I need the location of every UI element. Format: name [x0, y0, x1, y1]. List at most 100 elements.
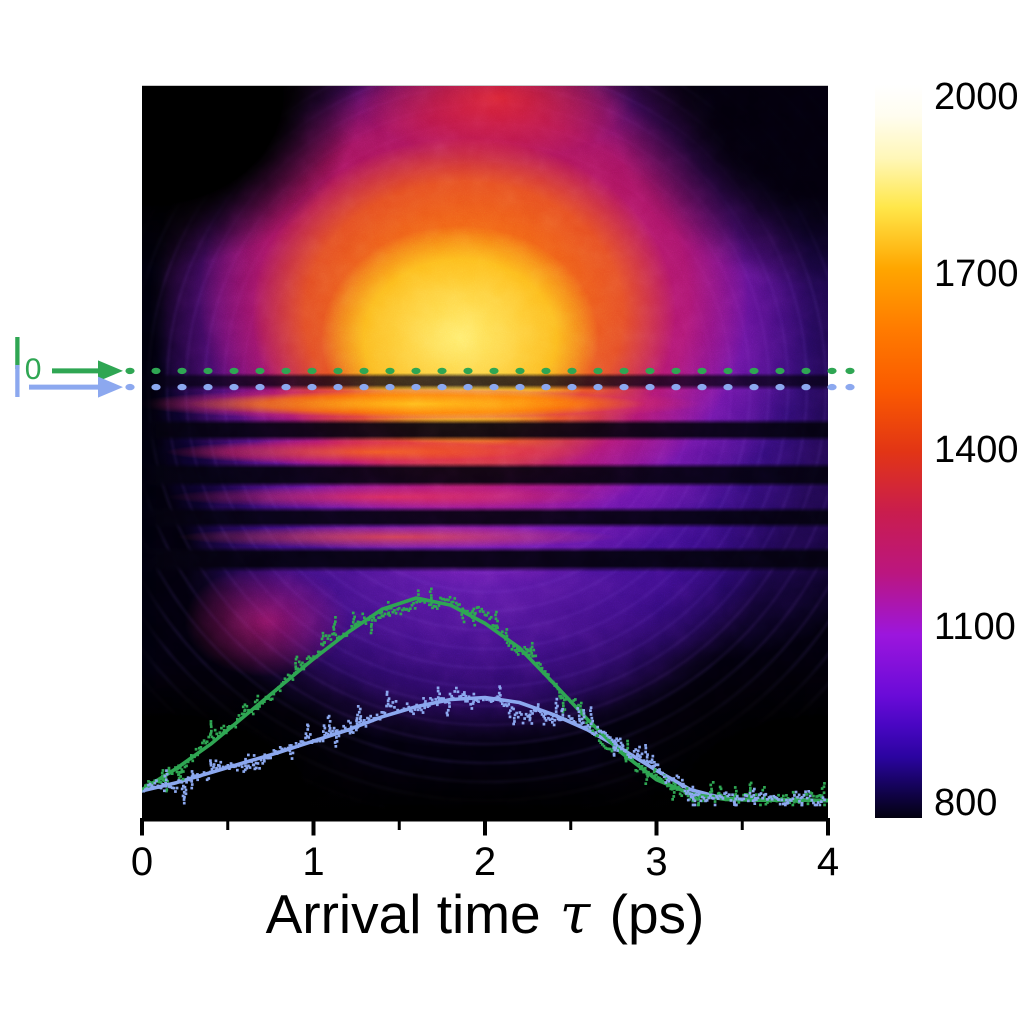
data-dot — [647, 760, 650, 764]
data-dot — [782, 794, 785, 798]
data-dot — [632, 760, 636, 764]
data-dot — [813, 798, 817, 802]
data-dot — [401, 708, 404, 712]
data-dot — [337, 635, 341, 639]
data-dot — [556, 704, 559, 708]
data-dot — [644, 744, 647, 747]
data-dot — [158, 780, 161, 784]
data-dot — [531, 654, 534, 658]
data-dot — [802, 793, 806, 797]
data-dot — [478, 610, 482, 613]
data-dot — [164, 780, 167, 784]
data-dot — [318, 650, 322, 654]
data-dot — [244, 764, 247, 767]
data-dot — [488, 617, 491, 621]
data-dot — [496, 619, 499, 623]
data-dot — [791, 797, 795, 800]
data-dot — [599, 729, 603, 733]
data-dot — [683, 791, 687, 795]
data-dot — [542, 672, 545, 675]
data-dot — [713, 800, 717, 803]
data-dot — [342, 632, 345, 636]
data-dot — [694, 793, 698, 796]
data-dot — [528, 713, 532, 717]
data-dot — [258, 705, 261, 708]
data-dot — [196, 778, 199, 782]
data-dot — [277, 750, 280, 753]
data-dot — [321, 631, 325, 635]
data-dot — [631, 758, 634, 761]
data-dot — [800, 802, 804, 805]
data-dot — [564, 718, 568, 721]
data-dot — [323, 733, 326, 737]
data-dot — [377, 717, 380, 721]
data-dot — [172, 768, 176, 772]
data-dot — [184, 788, 188, 792]
data-dot — [178, 766, 182, 770]
data-dot — [578, 719, 582, 723]
data-dot — [518, 647, 522, 651]
data-dot — [591, 732, 595, 735]
data-dot — [762, 793, 766, 797]
data-dot — [777, 793, 780, 797]
data-dot — [683, 789, 687, 793]
data-dot — [193, 774, 196, 778]
data-dot — [159, 781, 163, 784]
data-dot — [218, 767, 222, 770]
data-dot — [485, 614, 488, 617]
data-dot — [270, 697, 274, 701]
data-dot — [766, 798, 769, 801]
data-dot — [147, 783, 150, 787]
data-dot — [594, 734, 598, 738]
data-dot — [502, 635, 506, 638]
data-dot — [488, 698, 491, 702]
data-dot — [440, 597, 444, 601]
data-dot — [472, 700, 475, 703]
data-dot — [682, 789, 685, 792]
data-dot — [607, 747, 611, 751]
data-dot — [759, 803, 762, 807]
data-dot — [175, 786, 179, 790]
data-dot — [624, 758, 628, 761]
data-dot — [699, 799, 703, 803]
data-dot — [169, 771, 172, 774]
data-dot — [424, 700, 427, 703]
data-dot — [512, 722, 515, 726]
data-dot — [437, 604, 441, 607]
x-tick-label: 3 — [645, 840, 668, 884]
data-dot — [719, 787, 723, 791]
data-dot — [244, 761, 247, 764]
data-dot — [328, 729, 331, 733]
data-dot — [731, 797, 734, 801]
data-dot — [543, 670, 547, 673]
data-dot — [689, 795, 693, 799]
data-dot — [788, 801, 791, 805]
data-dot — [332, 632, 336, 635]
data-dot — [661, 771, 664, 775]
data-dot — [432, 604, 436, 608]
data-dot — [666, 778, 669, 782]
data-dot — [755, 793, 758, 796]
data-dot — [513, 720, 516, 723]
data-dot — [167, 766, 171, 770]
data-dot — [710, 787, 713, 791]
data-dot — [188, 778, 192, 782]
data-dot — [529, 710, 533, 713]
data-dot — [387, 611, 390, 615]
data-dot — [267, 697, 271, 700]
data-dot — [645, 772, 649, 776]
data-dot — [221, 731, 225, 735]
data-dot — [626, 753, 630, 756]
data-dot — [526, 715, 530, 718]
data-dot — [197, 746, 201, 750]
data-dot — [644, 746, 648, 750]
data-dot — [324, 731, 328, 735]
data-dot — [578, 717, 581, 721]
data-dot — [740, 798, 744, 802]
data-dot — [586, 724, 590, 727]
data-dot — [569, 717, 572, 721]
data-dot — [458, 603, 461, 606]
data-dot — [182, 798, 186, 801]
data-dot — [318, 739, 322, 743]
